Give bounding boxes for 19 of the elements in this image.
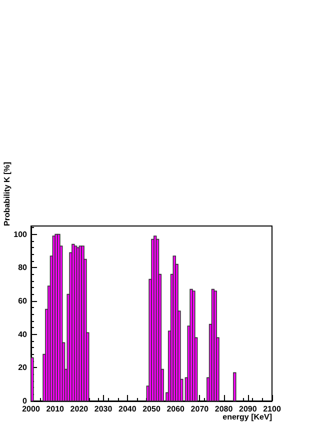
y-tick-label: 0: [22, 396, 28, 406]
y-tick-label: 100: [14, 230, 28, 239]
x-tick-label: 2040: [118, 404, 137, 414]
x-tick-label: 2020: [70, 404, 89, 414]
x-tick-label: 2100: [263, 404, 282, 414]
y-tick-label: 60: [18, 296, 28, 306]
x-tick-label: 2090: [239, 404, 258, 414]
x-tick-label: 2030: [94, 404, 113, 414]
x-tick-label: 2070: [190, 404, 210, 414]
x-tick-label: 2000: [22, 404, 40, 414]
y-tick-label: 20: [18, 363, 28, 372]
y-tick-label: 40: [18, 330, 28, 339]
x-tick-label: 2010: [46, 404, 65, 414]
x-axis-title: energy [KeV]: [222, 412, 272, 422]
y-axis-title: Probability K [%]: [2, 162, 12, 226]
y-tick-label: 80: [18, 263, 28, 272]
x-tick-label: 2050: [142, 404, 161, 414]
x-tick-label: 2080: [214, 404, 234, 414]
x-tick-label: 2060: [166, 404, 186, 414]
